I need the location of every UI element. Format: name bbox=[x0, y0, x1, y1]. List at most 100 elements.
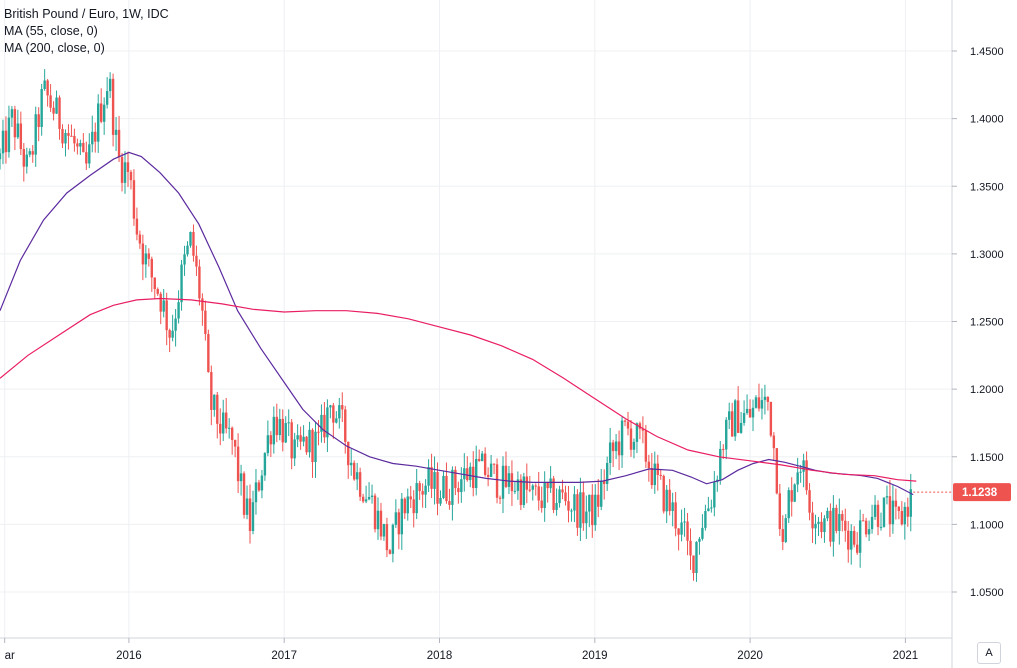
candle-body bbox=[236, 446, 240, 482]
candle-body bbox=[329, 405, 332, 408]
grid bbox=[0, 0, 952, 638]
last-price-label-text: 1.1238 bbox=[962, 487, 998, 499]
candle-up bbox=[367, 482, 371, 501]
candle-up bbox=[28, 148, 31, 158]
candle-body bbox=[626, 421, 630, 429]
candle-down bbox=[281, 409, 284, 452]
candle-body bbox=[897, 506, 901, 512]
candle-down bbox=[147, 248, 151, 267]
candle-body bbox=[832, 507, 835, 542]
auto-scale-button[interactable]: A bbox=[977, 642, 1001, 664]
candle-up bbox=[909, 473, 912, 532]
x-tick-label: 2018 bbox=[427, 650, 453, 662]
candle-body bbox=[561, 489, 564, 493]
candle-up bbox=[1, 119, 5, 165]
candle-body bbox=[799, 471, 802, 473]
candle-body bbox=[251, 502, 255, 531]
candle-body bbox=[299, 435, 302, 442]
x-tick-label: 2017 bbox=[271, 650, 297, 662]
candle-up bbox=[260, 469, 264, 499]
candle-body bbox=[573, 494, 576, 511]
candle-body bbox=[769, 401, 773, 436]
candle-down bbox=[472, 451, 475, 497]
candle-body bbox=[733, 400, 737, 437]
candle-body bbox=[13, 109, 17, 138]
candle-down bbox=[864, 517, 868, 538]
candle-down bbox=[141, 234, 145, 281]
candle-body bbox=[254, 482, 258, 503]
legend-symbol-title[interactable]: British Pound / Euro, 1W, IDC bbox=[4, 7, 169, 21]
candle-down bbox=[373, 493, 377, 533]
candle-up bbox=[189, 231, 192, 248]
candle-body bbox=[284, 423, 287, 443]
candle-body bbox=[210, 372, 213, 410]
candle-up bbox=[123, 151, 127, 194]
candle-body bbox=[120, 157, 124, 183]
candle-body bbox=[635, 423, 639, 442]
candle-up bbox=[427, 459, 430, 492]
candle-down bbox=[430, 453, 433, 498]
candle-body bbox=[260, 475, 264, 491]
candle-body bbox=[629, 428, 633, 450]
candle-body bbox=[790, 490, 793, 502]
candle-body bbox=[882, 497, 886, 527]
candle-up bbox=[394, 499, 398, 528]
candle-body bbox=[861, 520, 865, 522]
candle-up bbox=[439, 490, 442, 506]
candle-down bbox=[317, 420, 320, 446]
candle-up bbox=[177, 290, 180, 324]
candle-up bbox=[680, 509, 683, 542]
candle-body bbox=[597, 494, 600, 507]
candle-down bbox=[626, 411, 630, 436]
candle-body bbox=[808, 490, 811, 513]
candle-down bbox=[82, 133, 85, 153]
candle-up bbox=[314, 422, 317, 478]
candle-up bbox=[513, 481, 517, 495]
candle-up bbox=[406, 488, 409, 521]
candle-body bbox=[338, 405, 341, 419]
candle-down bbox=[207, 329, 210, 373]
candle-body bbox=[469, 466, 472, 481]
candle-down bbox=[617, 430, 621, 471]
candle-body bbox=[22, 149, 26, 167]
candle-body bbox=[278, 418, 281, 436]
candle-body bbox=[302, 436, 305, 442]
candle-body bbox=[189, 232, 192, 246]
candle-body bbox=[391, 524, 395, 554]
candle-body bbox=[763, 396, 767, 401]
candle-body bbox=[397, 512, 401, 535]
y-tick-label: 1.1500 bbox=[970, 452, 1004, 464]
candle-down bbox=[847, 521, 850, 563]
candle-body bbox=[0, 153, 2, 160]
candle-down bbox=[210, 365, 213, 426]
candle-down bbox=[37, 107, 40, 142]
candle-body bbox=[745, 408, 749, 414]
candle-up bbox=[531, 483, 534, 501]
candle-up bbox=[55, 90, 58, 114]
candle-body bbox=[105, 91, 109, 105]
candle-up bbox=[88, 133, 91, 169]
candle-down bbox=[623, 419, 627, 427]
legend-ma55[interactable]: MA (55, close, 0) bbox=[4, 24, 98, 38]
candle-down bbox=[403, 497, 406, 520]
candle-body bbox=[361, 496, 365, 502]
candle-down bbox=[552, 475, 555, 514]
candle-up bbox=[251, 490, 255, 535]
candle-up bbox=[745, 394, 749, 415]
candle-body bbox=[552, 478, 555, 510]
legend-ma200[interactable]: MA (200, close, 0) bbox=[4, 41, 105, 55]
candle-body bbox=[135, 218, 139, 235]
candle-body bbox=[388, 550, 392, 554]
candle-up bbox=[600, 468, 603, 511]
candle-down bbox=[781, 515, 784, 551]
candle-up bbox=[501, 456, 505, 514]
candle-body bbox=[332, 405, 335, 423]
candle-up bbox=[463, 453, 466, 492]
candle-body bbox=[102, 104, 106, 122]
candle-body bbox=[730, 411, 734, 437]
candle-up bbox=[433, 456, 436, 505]
candle-body bbox=[308, 429, 311, 453]
candle-body bbox=[677, 528, 680, 535]
candle-body bbox=[61, 128, 64, 144]
